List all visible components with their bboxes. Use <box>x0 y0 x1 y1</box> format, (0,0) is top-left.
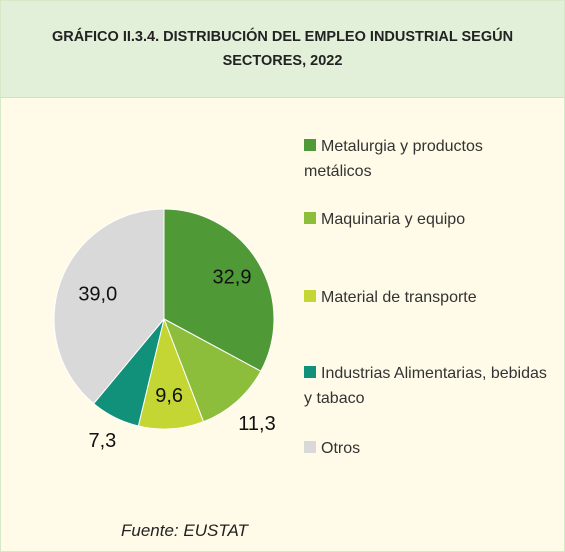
legend-entry: Industrias Alimentarias, bebidas y tabac… <box>304 361 554 411</box>
data-label: 7,3 <box>88 430 116 452</box>
legend-swatch <box>304 366 316 378</box>
legend-label: Maquinaria y equipo <box>321 211 466 228</box>
legend-swatch <box>304 139 316 151</box>
legend-entry: Maquinaria y equipo <box>304 207 554 232</box>
data-label: 32,9 <box>213 267 252 289</box>
pie-slice <box>53 208 165 405</box>
legend-entry: Material de transporte <box>304 285 554 310</box>
legend-swatch <box>304 441 316 453</box>
legend-entry: Otros <box>304 436 554 461</box>
data-label: 9,6 <box>155 385 183 407</box>
legend-label: Otros <box>321 440 361 457</box>
data-label: 39,0 <box>78 283 117 305</box>
source-note: Fuente: EUSTAT <box>121 521 248 540</box>
chart-title: GRÁFICO II.3.4. DISTRIBUCIÓN DEL EMPLEO … <box>51 29 514 69</box>
legend-label: Material de transporte <box>321 289 477 306</box>
legend-swatch <box>304 290 316 302</box>
legend-label: Industrias Alimentarias, bebidas y tabac… <box>304 365 547 407</box>
legend-swatch <box>304 212 316 224</box>
data-label: 11,3 <box>238 413 275 435</box>
header: GRÁFICO II.3.4. DISTRIBUCIÓN DEL EMPLEO … <box>1 1 564 98</box>
pie-slice <box>163 317 262 423</box>
legend-label: Metalurgia y productos metálicos <box>304 138 483 180</box>
pie-slice <box>163 208 275 372</box>
legend-entry: Metalurgia y productos metálicos <box>304 134 554 184</box>
